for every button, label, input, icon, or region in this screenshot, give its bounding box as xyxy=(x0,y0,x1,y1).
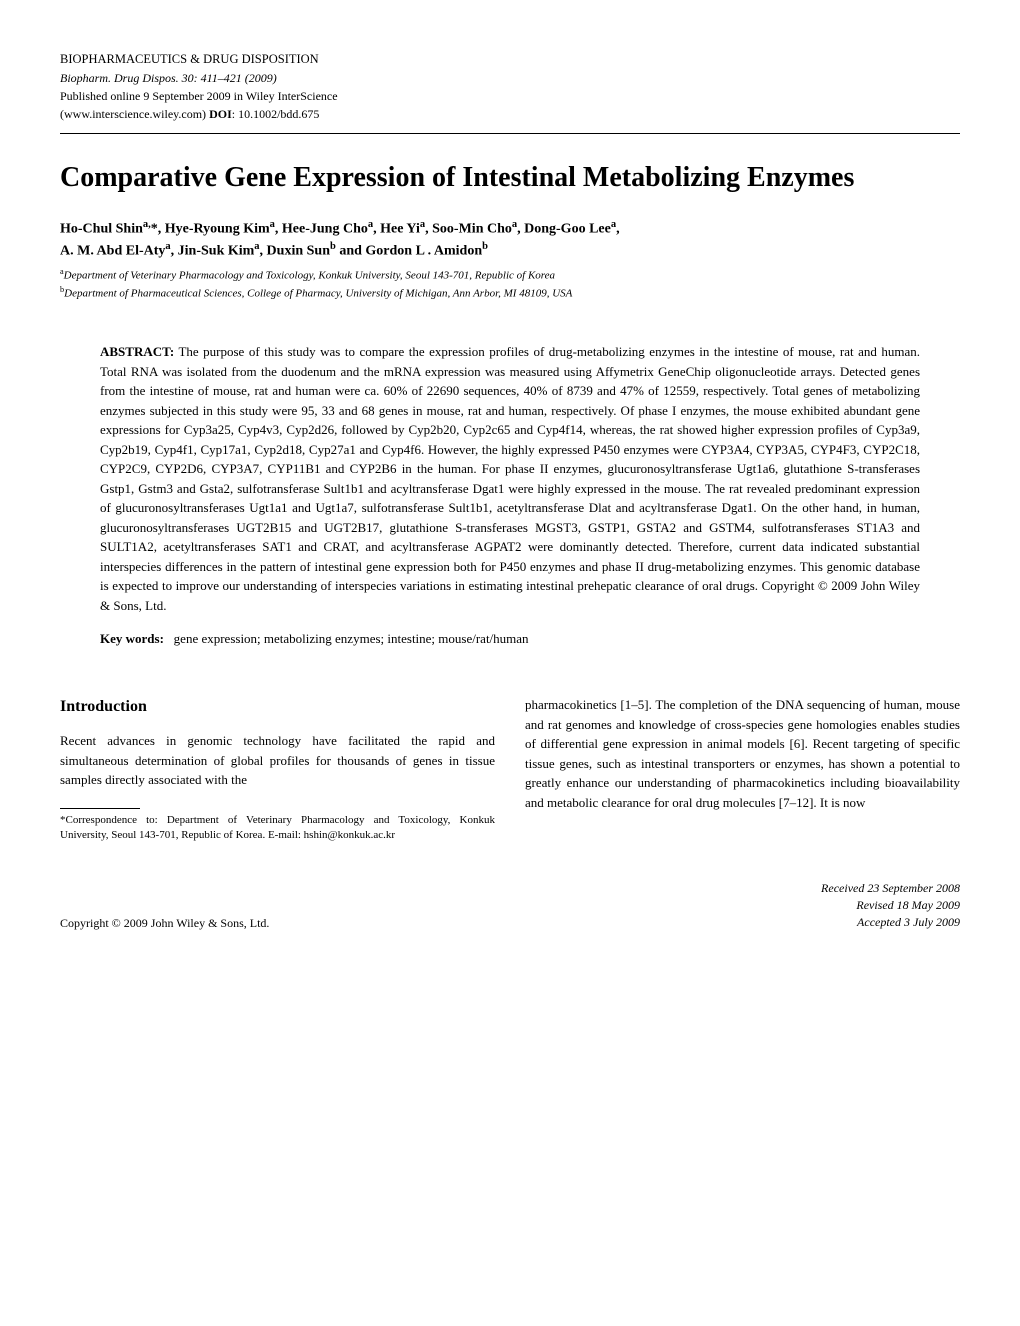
copyright-line: Copyright © 2009 John Wiley & Sons, Ltd. xyxy=(60,916,269,931)
intro-heading: Introduction xyxy=(60,695,495,719)
affiliation-a: aDepartment of Veterinary Pharmacology a… xyxy=(60,266,960,284)
keywords-block: Key words: gene expression; metabolizing… xyxy=(100,631,920,647)
correspondence-note: *Correspondence to: Department of Veteri… xyxy=(60,813,495,843)
header-rule xyxy=(60,133,960,134)
authors-line-1: Ho-Chul Shina,*, Hye-Ryoung Kima, Hee-Ju… xyxy=(60,217,960,240)
doi-line: (www.interscience.wiley.com) DOI: 10.100… xyxy=(60,105,960,123)
published-online: Published online 9 September 2009 in Wil… xyxy=(60,87,960,105)
received-date: Received 23 September 2008 xyxy=(821,880,960,897)
accepted-date: Accepted 3 July 2009 xyxy=(821,914,960,931)
right-column: pharmacokinetics [1–5]. The completion o… xyxy=(525,695,960,842)
abstract-block: ABSTRACT: The purpose of this study was … xyxy=(100,342,920,615)
correspondence-rule xyxy=(60,808,140,809)
left-column: Introduction Recent advances in genomic … xyxy=(60,695,495,842)
body-columns: Introduction Recent advances in genomic … xyxy=(60,695,960,842)
intro-para-right: pharmacokinetics [1–5]. The completion o… xyxy=(525,695,960,812)
revised-date: Revised 18 May 2009 xyxy=(821,897,960,914)
journal-citation: Biopharm. Drug Dispos. 30: 411–421 (2009… xyxy=(60,69,960,87)
affiliation-b: bDepartment of Pharmaceutical Sciences, … xyxy=(60,284,960,302)
abstract-text: The purpose of this study was to compare… xyxy=(100,344,920,613)
authors-block: Ho-Chul Shina,*, Hye-Ryoung Kima, Hee-Ju… xyxy=(60,217,960,262)
journal-name: BIOPHARMACEUTICS & DRUG DISPOSITION xyxy=(60,50,960,69)
authors-line-2: A. M. Abd El-Atya, Jin-Suk Kima, Duxin S… xyxy=(60,239,960,262)
abstract-label: ABSTRACT: xyxy=(100,344,174,359)
affiliations: aDepartment of Veterinary Pharmacology a… xyxy=(60,266,960,302)
intro-para-left: Recent advances in genomic technology ha… xyxy=(60,731,495,790)
history-dates: Received 23 September 2008 Revised 18 Ma… xyxy=(821,880,960,930)
journal-header: BIOPHARMACEUTICS & DRUG DISPOSITION Biop… xyxy=(60,50,960,123)
article-title: Comparative Gene Expression of Intestina… xyxy=(60,160,960,195)
keywords-label: Key words: xyxy=(100,631,164,646)
keywords-text: gene expression; metabolizing enzymes; i… xyxy=(174,631,529,646)
page-footer: Copyright © 2009 John Wiley & Sons, Ltd.… xyxy=(60,880,960,930)
